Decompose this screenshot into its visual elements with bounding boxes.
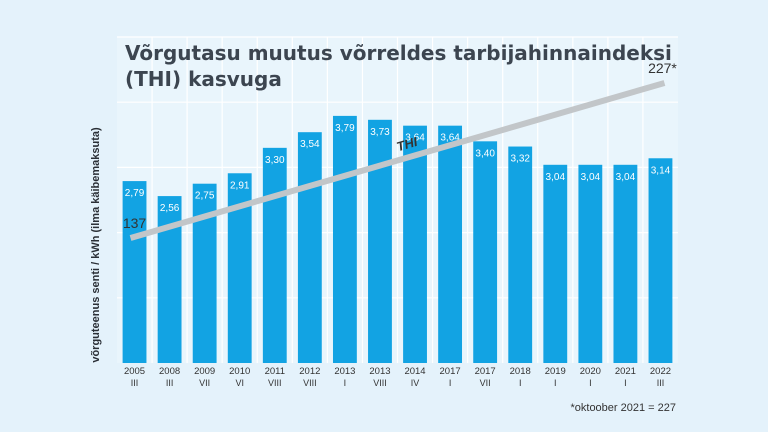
gridlines (117, 36, 678, 363)
bar (368, 119, 392, 363)
x-tick-year: 2010 (229, 366, 250, 377)
x-tick-period: I (344, 378, 347, 388)
value-label: 3,54 (300, 139, 320, 150)
x-tick-year: 2020 (580, 366, 601, 377)
bar (192, 183, 217, 363)
x-tick-period: III (657, 378, 665, 388)
value-label: 3,04 (581, 172, 601, 183)
value-label: 3,30 (265, 155, 285, 166)
x-tick-period: III (131, 378, 139, 388)
x-tick-year: 2009 (194, 366, 215, 377)
bar (157, 196, 182, 363)
x-tick-period: I (519, 378, 522, 388)
value-label: 3,14 (651, 165, 671, 176)
x-tick-year: 2013 (369, 366, 390, 377)
x-tick-period: VIII (373, 378, 387, 388)
value-label: 3,64 (440, 133, 460, 144)
thi-line (129, 80, 666, 241)
x-tick-period: VIII (268, 378, 282, 388)
x-tick-year: 2014 (404, 366, 425, 377)
bar (122, 181, 147, 363)
bar (508, 146, 533, 363)
x-tick-period: VII (480, 378, 491, 388)
bar (332, 115, 357, 363)
bar (473, 141, 498, 363)
bar (297, 132, 322, 363)
value-label: 3,04 (546, 172, 566, 183)
value-label: 3,40 (475, 148, 495, 159)
x-tick-year: 2011 (265, 366, 285, 377)
x-tick-year: 2022 (650, 366, 671, 377)
chart-title-line-2: (THI) kasvuga (125, 67, 282, 91)
bar (578, 164, 603, 363)
bar (403, 125, 427, 363)
thi-series-label: THI (395, 134, 420, 154)
footnote: *oktoober 2021 = 227 (570, 402, 676, 414)
bar (262, 147, 287, 363)
x-tick-year: 2017 (440, 366, 461, 377)
x-tick-year: 2013 (334, 366, 355, 377)
x-tick-period: VII (199, 378, 210, 388)
thi-start-label: 137 (123, 215, 147, 231)
value-label: 3,73 (370, 127, 390, 138)
value-label: 3,32 (510, 154, 530, 165)
x-tick-period: I (449, 378, 452, 388)
x-axis: 2005III2008III2009VII2010VI2011VIII2012V… (124, 366, 671, 388)
x-tick-period: I (624, 378, 627, 388)
value-label: 3,04 (616, 172, 636, 183)
value-label: 2,91 (230, 180, 250, 191)
y-axis-label: võrguteenus senti / kWh (ilma käibemaksu… (90, 127, 102, 363)
value-label: 2,56 (160, 203, 180, 214)
x-tick-period: IV (411, 378, 420, 388)
value-label: 2,79 (125, 188, 145, 199)
value-label: 3,79 (335, 123, 355, 134)
x-tick-year: 2017 (475, 366, 496, 377)
x-tick-period: III (166, 378, 174, 388)
x-tick-year: 2005 (124, 366, 145, 377)
chart-title-line-1: Võrgutasu muutus võrreldes tarbijahinnai… (125, 41, 672, 65)
x-tick-year: 2008 (159, 366, 180, 377)
bar (648, 158, 673, 363)
bar (227, 173, 252, 363)
x-tick-period: VI (235, 378, 244, 388)
x-tick-period: I (554, 378, 557, 388)
x-tick-year: 2019 (545, 366, 566, 377)
x-tick-period: I (589, 378, 592, 388)
value-label: 2,75 (195, 191, 215, 202)
x-tick-year: 2018 (510, 366, 531, 377)
thi-end-label: 227* (648, 60, 677, 76)
x-tick-year: 2012 (299, 366, 320, 377)
bar (543, 164, 568, 363)
value-label: 3,64 (405, 133, 425, 144)
x-tick-year: 2021 (615, 366, 636, 377)
bar (438, 125, 463, 363)
x-tick-period: VIII (303, 378, 317, 388)
bar (613, 164, 638, 363)
